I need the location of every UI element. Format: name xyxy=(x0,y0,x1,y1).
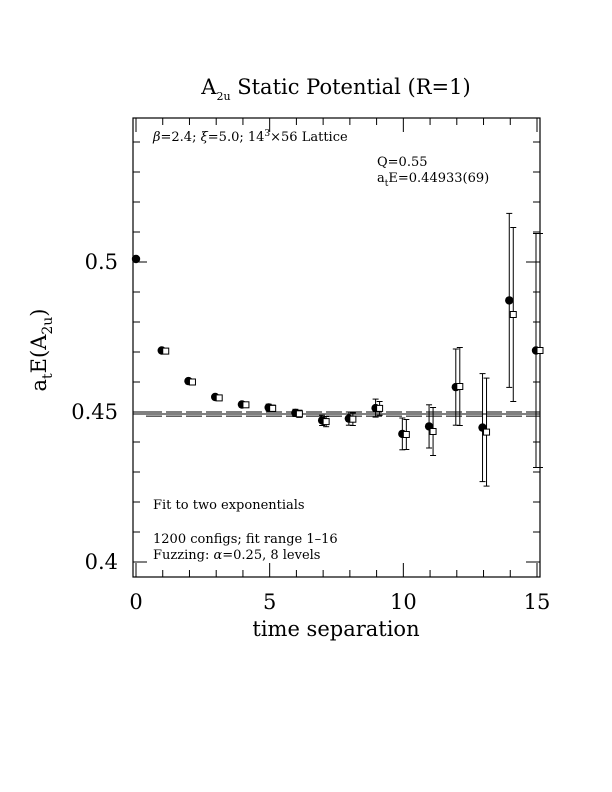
circle-point xyxy=(131,254,141,264)
ylabel-end: ) xyxy=(27,308,51,316)
ylabel-a: a xyxy=(27,379,51,392)
fuzzing-post: =0.25, 8 levels xyxy=(222,548,320,563)
square-point xyxy=(322,418,330,426)
fuzzing-annotation: Fuzzing: α=0.25, 8 levels xyxy=(153,548,320,563)
x-tick-label: 5 xyxy=(263,590,276,614)
energy-sub: t xyxy=(385,179,389,189)
square-point xyxy=(536,347,544,354)
configs-annotation: 1200 configs; fit range 1–16 xyxy=(153,532,338,547)
title-subscript: 2u xyxy=(216,90,230,103)
energy-annotation: atE=0.44933(69) xyxy=(377,171,489,189)
square-point xyxy=(429,428,437,435)
square-point xyxy=(509,311,517,318)
square-point xyxy=(376,404,384,412)
lattice-annotation: β=2.4; ξ=5.0; 143×56 Lattice xyxy=(152,129,348,145)
square-point xyxy=(188,378,196,386)
ylabel-sub: 2u xyxy=(40,317,56,335)
tick-labels: 0 5 10 15 0.4 0.45 0.5 xyxy=(71,250,550,614)
title-rest: Static Potential (R=1) xyxy=(231,75,471,99)
chart-title: A2u Static Potential (R=1) xyxy=(200,75,470,103)
y-axis-title: atE(A2u) xyxy=(27,308,56,391)
xi-symbol: ξ xyxy=(201,130,209,145)
y-tick-label: 0.45 xyxy=(71,400,118,424)
y-tick-label: 0.5 xyxy=(85,250,118,274)
square-point xyxy=(483,428,491,436)
alpha-symbol: α xyxy=(213,548,222,563)
x-axis-title: time separation xyxy=(252,617,419,641)
data-points xyxy=(131,212,544,487)
square-point xyxy=(242,401,250,409)
lattice-part3: ×56 Lattice xyxy=(270,130,348,145)
q-annotation: Q=0.55 xyxy=(377,155,428,170)
x-tick-label: 10 xyxy=(390,590,417,614)
x-tick-label: 15 xyxy=(524,590,551,614)
ylabel-a-sub: t xyxy=(40,373,56,379)
square-point xyxy=(269,404,277,412)
y-tick-label: 0.4 xyxy=(85,550,118,574)
square-point xyxy=(215,394,223,402)
fit-band xyxy=(133,411,540,417)
beta-symbol: β xyxy=(152,130,161,145)
ylabel-mid: E(A xyxy=(27,334,51,374)
fuzzing-pre: Fuzzing: xyxy=(153,548,213,563)
square-point xyxy=(456,383,464,390)
lattice-sup: 3 xyxy=(264,129,270,139)
circle-point xyxy=(505,296,514,305)
square-point xyxy=(162,347,170,355)
title-main: A xyxy=(200,75,217,99)
square-point xyxy=(402,431,410,438)
energy-a: a xyxy=(377,171,385,186)
energy-rest: E=0.44933(69) xyxy=(388,171,489,186)
x-tick-label: 0 xyxy=(129,590,142,614)
fit-annotation: Fit to two exponentials xyxy=(153,498,305,513)
lattice-part2: =5.0; 14 xyxy=(208,130,265,145)
lattice-part1: =2.4; xyxy=(161,130,201,145)
square-point xyxy=(295,410,303,418)
square-point xyxy=(349,415,357,423)
